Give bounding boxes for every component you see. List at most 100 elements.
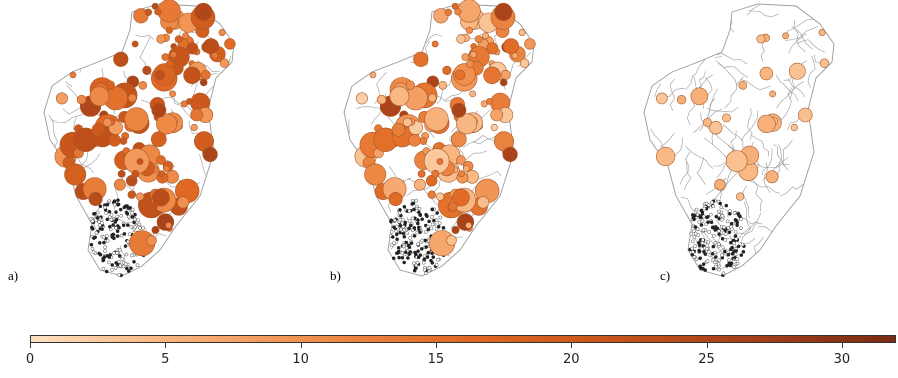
basin-map-a: [43, 0, 236, 278]
site-circle: [408, 134, 421, 147]
site-circle: [144, 8, 153, 16]
tick-label-20: 20: [562, 352, 580, 367]
site-circle: [127, 190, 137, 199]
site-circle: [757, 114, 776, 134]
site-circle: [452, 188, 470, 207]
site-circle: [782, 32, 789, 40]
site-circle: [169, 90, 176, 98]
site-circle: [151, 131, 167, 147]
site-circle: [457, 170, 465, 178]
site-circle: [722, 113, 731, 123]
site-circle: [451, 226, 460, 235]
site-circle: [765, 170, 779, 184]
site-circle: [499, 78, 508, 87]
site-circle: [436, 192, 445, 201]
site-circle: [202, 146, 218, 162]
site-circle: [169, 51, 177, 59]
site-circle: [165, 222, 172, 229]
site-circle: [725, 150, 748, 173]
site-circle: [502, 146, 518, 162]
site-circle: [503, 38, 520, 55]
site-circle: [117, 169, 126, 178]
site-circle: [483, 66, 501, 85]
site-circle: [431, 169, 440, 178]
site-circle: [177, 196, 190, 209]
site-circle: [128, 93, 137, 103]
site-circle: [446, 235, 457, 246]
site-circle: [76, 94, 87, 105]
site-circle: [69, 71, 77, 79]
site-circle: [438, 81, 448, 90]
site-circle: [462, 165, 470, 172]
site-circle: [486, 42, 499, 55]
site-circle: [444, 8, 453, 16]
site-circle: [454, 69, 466, 81]
map-panel-a: [0, 0, 300, 290]
site-circle: [736, 192, 745, 201]
site-circle: [148, 202, 158, 212]
site-circle: [157, 170, 165, 178]
site-circle: [714, 179, 726, 191]
site-circle: [466, 59, 475, 68]
site-circle: [154, 69, 166, 81]
site-circle: [376, 94, 387, 105]
site-circle: [199, 78, 208, 87]
site-circle: [146, 235, 157, 246]
site-circle: [136, 192, 145, 201]
site-circle: [524, 38, 536, 50]
panel-label-c: c): [660, 268, 671, 283]
site-circle: [519, 58, 530, 68]
site-circle: [200, 69, 211, 80]
site-circle: [427, 190, 437, 199]
site-circle: [417, 169, 426, 178]
site-circle: [405, 80, 415, 90]
site-circle: [451, 131, 467, 147]
site-circle: [469, 90, 476, 98]
site-circle: [461, 53, 470, 61]
site-circle: [151, 102, 167, 118]
site-circle: [490, 108, 504, 122]
site-circle: [136, 158, 144, 165]
site-circle: [448, 202, 458, 212]
site-circle: [156, 113, 178, 135]
site-circle: [486, 98, 493, 105]
site-circle: [364, 163, 387, 186]
site-circles: [354, 0, 536, 257]
site-circle: [676, 94, 687, 105]
map-panel-c: [600, 0, 898, 290]
site-circle: [490, 123, 498, 132]
site-circle: [131, 40, 139, 48]
site-circle: [165, 26, 173, 34]
site-circle: [482, 32, 489, 40]
site-circle: [756, 34, 766, 44]
site-circle: [108, 134, 121, 147]
site-circle: [91, 123, 106, 137]
site-circle: [203, 38, 220, 55]
colorbar: [30, 335, 896, 343]
hatched-area: [688, 198, 746, 278]
site-circle: [389, 86, 410, 107]
colorbar-tick: [300, 343, 302, 348]
site-circle: [190, 108, 204, 122]
site-circle: [474, 35, 483, 43]
site-circle: [166, 59, 175, 68]
site-circle: [477, 196, 490, 209]
site-circle: [190, 123, 198, 132]
site-circle: [656, 92, 668, 105]
site-circle: [436, 158, 444, 165]
tick-label-25: 25: [698, 352, 715, 367]
site-circle: [114, 178, 126, 191]
site-circle: [218, 28, 226, 36]
site-circle: [738, 81, 748, 90]
tick-label-15: 15: [427, 352, 445, 367]
site-circle: [186, 98, 193, 105]
site-circle: [355, 92, 368, 105]
site-circle: [442, 65, 452, 75]
site-circle: [451, 2, 459, 10]
site-circle: [55, 92, 68, 105]
site-circle: [105, 80, 115, 90]
site-circle: [138, 81, 148, 90]
site-circle: [161, 53, 170, 61]
site-circle: [456, 113, 478, 135]
site-circle: [151, 226, 160, 235]
